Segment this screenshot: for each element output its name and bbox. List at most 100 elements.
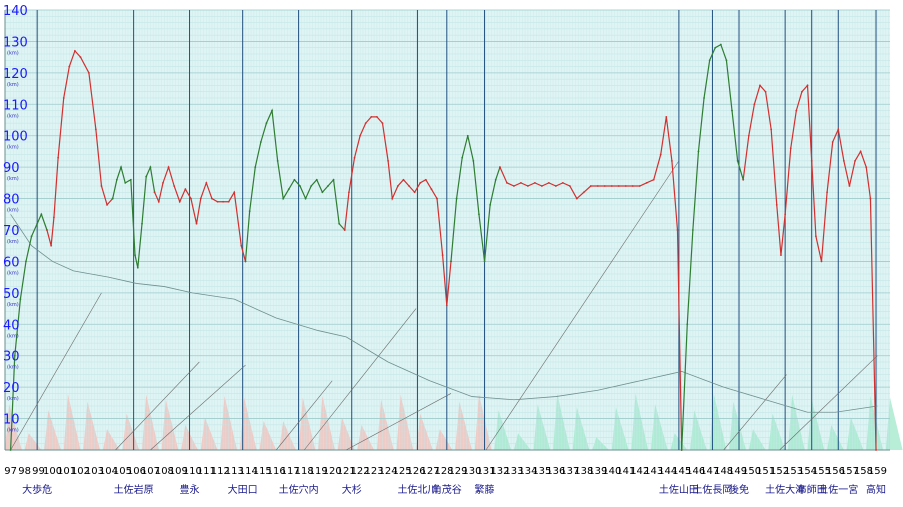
speed-point bbox=[100, 185, 103, 187]
y-tick-label: 20 bbox=[3, 381, 20, 396]
speed-point bbox=[631, 185, 634, 187]
speed-series bbox=[9, 43, 877, 451]
x-tick-label: 130 bbox=[462, 466, 481, 477]
speed-point bbox=[815, 235, 817, 238]
speed-point bbox=[40, 213, 43, 216]
x-tick-label: 113 bbox=[225, 466, 244, 477]
station-label: 土佐一宮 bbox=[818, 483, 858, 496]
speed-point bbox=[436, 197, 438, 200]
speed-point bbox=[413, 191, 416, 194]
speed-point bbox=[353, 156, 356, 159]
speed-point bbox=[645, 181, 648, 184]
speed-point bbox=[348, 191, 350, 194]
speed-point bbox=[775, 203, 778, 206]
speed-point bbox=[848, 185, 851, 187]
diagonal-line bbox=[275, 380, 333, 451]
speed-point bbox=[789, 147, 792, 150]
x-tick-label: 152 bbox=[770, 466, 789, 477]
speed-point bbox=[370, 115, 373, 118]
y-tick-label: 110 bbox=[3, 98, 28, 113]
speed-point bbox=[321, 191, 324, 194]
x-tick-label: 126 bbox=[406, 466, 425, 477]
speed-point bbox=[149, 166, 152, 169]
y-unit-label: (km) bbox=[7, 396, 19, 402]
speed-point bbox=[162, 181, 164, 184]
diagonal-line bbox=[485, 160, 680, 451]
diagonal-line bbox=[115, 361, 200, 451]
speed-series-line bbox=[681, 43, 744, 451]
speed-point bbox=[62, 97, 65, 99]
diagonal-line bbox=[345, 393, 452, 451]
speed-point bbox=[494, 178, 497, 181]
speed-point bbox=[680, 449, 683, 451]
x-axis-ticks: 97 98 991001011021031041051061071081091101… bbox=[4, 466, 887, 477]
speed-point bbox=[408, 185, 410, 187]
speed-point bbox=[315, 178, 318, 181]
y-tick-label: 90 bbox=[3, 161, 20, 176]
speed-point bbox=[665, 115, 668, 118]
speed-point bbox=[659, 153, 662, 156]
speed-point bbox=[445, 304, 448, 307]
x-tick-label: 103 bbox=[85, 466, 104, 477]
speed-point bbox=[652, 178, 655, 181]
speed-point bbox=[483, 260, 486, 263]
speed-point bbox=[526, 185, 529, 187]
speed-point bbox=[806, 84, 809, 87]
x-tick-label: 111 bbox=[197, 466, 216, 477]
speed-point bbox=[25, 260, 27, 263]
x-tick-label: 127 bbox=[420, 466, 439, 477]
x-tick-label: 135 bbox=[532, 466, 551, 477]
speed-point bbox=[489, 203, 492, 206]
speed-point bbox=[271, 109, 273, 112]
x-tick-label: 104 bbox=[99, 466, 118, 477]
y-tick-label: 30 bbox=[3, 350, 20, 365]
speed-point bbox=[554, 185, 557, 187]
speed-point bbox=[820, 260, 823, 263]
speed-point bbox=[810, 159, 813, 162]
speed-point bbox=[115, 178, 118, 181]
speed-point bbox=[381, 122, 384, 125]
speed-point bbox=[129, 178, 132, 181]
speed-point bbox=[759, 84, 761, 87]
y-tick-label: 40 bbox=[3, 318, 20, 333]
y-tick-label: 140 bbox=[3, 4, 28, 19]
speed-series-line bbox=[742, 83, 877, 451]
y-unit-label: (km) bbox=[7, 270, 19, 276]
station-label: 大歩危 bbox=[22, 483, 52, 496]
speed-point bbox=[831, 141, 834, 143]
y-axis-ticks: 10(km)20(km)30(km)40(km)50(km)60(km)70(k… bbox=[3, 4, 28, 434]
speed-point bbox=[134, 254, 136, 257]
station-label: 大杉 bbox=[342, 483, 362, 496]
x-tick-label: 114 bbox=[239, 466, 258, 477]
y-tick-label: 130 bbox=[3, 35, 28, 50]
speed-point bbox=[610, 185, 613, 187]
speed-point bbox=[387, 159, 389, 162]
speed-point bbox=[624, 185, 627, 187]
station-label: 後免 bbox=[729, 483, 749, 496]
x-tick-label: 138 bbox=[574, 466, 593, 477]
speed-point bbox=[211, 197, 213, 200]
speed-point bbox=[364, 122, 367, 125]
x-tick-label: 120 bbox=[323, 466, 342, 477]
speed-point bbox=[450, 260, 452, 263]
speed-point bbox=[222, 200, 225, 203]
speed-point bbox=[233, 191, 236, 194]
speed-point bbox=[854, 159, 856, 162]
x-tick-label: 157 bbox=[840, 466, 859, 477]
x-tick-label: 100 bbox=[43, 466, 62, 477]
x-tick-label: 99 bbox=[32, 466, 45, 477]
speed-point bbox=[513, 185, 515, 187]
speed-point bbox=[120, 166, 122, 169]
speed-point bbox=[714, 46, 717, 49]
x-tick-label: 151 bbox=[756, 466, 775, 477]
x-tick-label: 149 bbox=[728, 466, 747, 477]
speed-point bbox=[842, 159, 845, 162]
y-unit-label: (km) bbox=[7, 82, 19, 88]
x-tick-label: 101 bbox=[57, 466, 76, 477]
y-unit-label: (km) bbox=[7, 365, 19, 371]
speed-series-line bbox=[450, 135, 501, 262]
station-label: 高知 bbox=[866, 483, 886, 496]
speed-point bbox=[617, 185, 620, 187]
y-tick-label: 70 bbox=[3, 224, 20, 239]
y-tick-label: 60 bbox=[3, 255, 20, 270]
